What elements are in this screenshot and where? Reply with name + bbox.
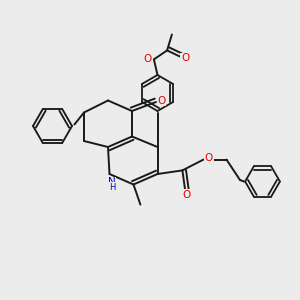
Text: O: O: [183, 190, 191, 200]
Text: O: O: [157, 95, 166, 106]
Text: O: O: [144, 54, 152, 64]
Text: O: O: [205, 153, 213, 164]
Text: N: N: [108, 177, 116, 188]
Text: H: H: [109, 183, 115, 192]
Text: O: O: [181, 53, 189, 63]
